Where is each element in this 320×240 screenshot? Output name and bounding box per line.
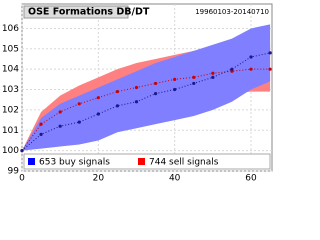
point — [20, 149, 24, 153]
point — [77, 120, 81, 124]
legend-swatch — [28, 158, 35, 165]
x-tick-label: 40 — [169, 174, 181, 183]
point — [173, 77, 177, 81]
point — [173, 87, 177, 92]
point — [134, 100, 139, 104]
point — [153, 81, 158, 86]
y-tick-label: 104 — [2, 65, 19, 75]
legend-label: 653 buy signals — [39, 158, 110, 168]
point — [115, 104, 120, 108]
point — [230, 67, 234, 71]
y-tick-label: 100 — [2, 146, 19, 156]
point — [58, 110, 62, 114]
y-tick-label: 101 — [2, 126, 19, 136]
point — [96, 96, 100, 100]
y-tick-label: 105 — [2, 44, 19, 54]
y-tick-label: 103 — [2, 85, 19, 95]
band — [22, 24, 271, 151]
point — [58, 124, 62, 128]
point — [134, 85, 139, 90]
point — [77, 102, 81, 106]
point — [268, 67, 272, 71]
point — [268, 51, 272, 55]
point — [115, 89, 120, 94]
chart-subtitle: 19960103-20140710 — [195, 8, 269, 16]
y-tick-label: 102 — [2, 105, 19, 115]
title-box — [23, 5, 129, 19]
chart: OSE Formations DB/DT 19960103-20140710 6… — [2, 3, 273, 183]
legend-swatch — [138, 158, 145, 165]
chart-title: OSE Formations DB/DT — [28, 7, 150, 18]
x-tick-label: 0 — [19, 174, 25, 183]
y-tick-label: 106 — [2, 24, 19, 34]
point — [192, 75, 196, 79]
point — [249, 55, 253, 59]
point — [249, 67, 253, 71]
y-tick-label: 99 — [8, 167, 20, 177]
x-tick-label: 60 — [245, 174, 257, 183]
point — [211, 71, 215, 75]
x-tick-label: 20 — [93, 174, 105, 183]
point — [211, 75, 215, 79]
point — [39, 132, 43, 136]
point — [39, 122, 43, 126]
point — [192, 81, 196, 86]
legend — [23, 153, 271, 170]
legend-label: 744 sell signals — [149, 158, 219, 168]
point — [96, 112, 100, 116]
point — [153, 92, 158, 96]
